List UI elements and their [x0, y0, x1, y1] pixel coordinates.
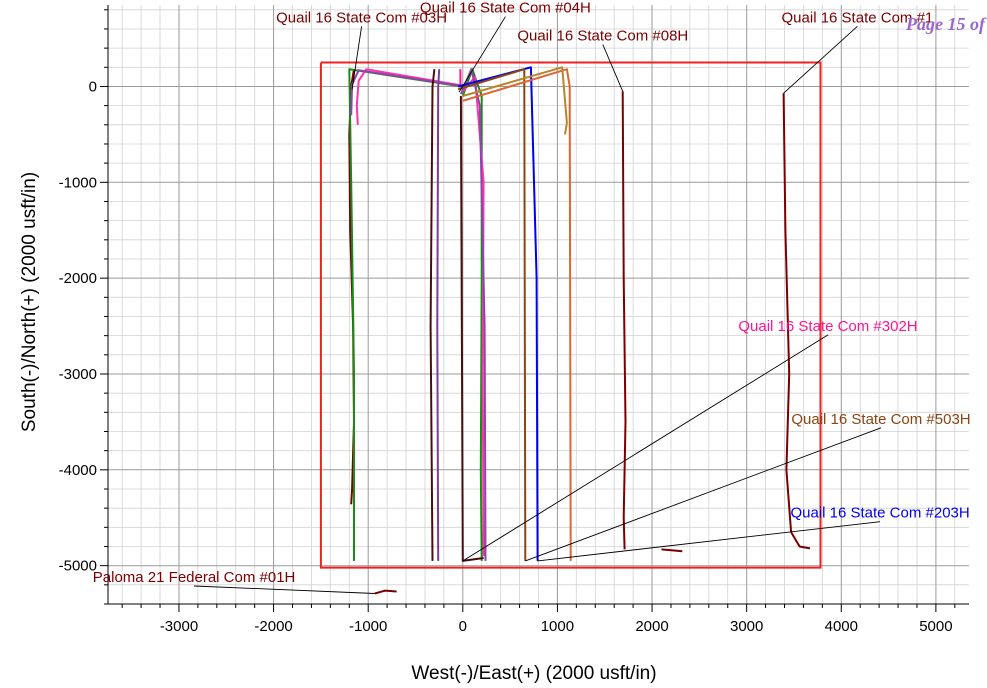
- leader-line-6: [525, 427, 882, 562]
- well-path-4: [350, 69, 463, 116]
- page-number-label: Page 15 of: [905, 14, 987, 34]
- leader-line-3: [602, 44, 624, 92]
- leader-line-8: [194, 585, 375, 594]
- well-label-8: Paloma 21 Federal Com #01H: [93, 569, 296, 586]
- well-path-17: [782, 93, 811, 550]
- x-tick-label: -2000: [254, 618, 292, 635]
- well-path-16: [621, 91, 627, 550]
- well-path-8: [461, 68, 483, 561]
- x-tick-label: 3000: [730, 618, 763, 635]
- well-paths: [348, 66, 811, 595]
- well-path-15: [462, 66, 568, 135]
- well-label-6: Quail 16 State Com #503H: [791, 411, 970, 428]
- well-path-14: [462, 68, 572, 561]
- axis-ticks: -3000 -2000 -1000 0 1000 2000 3000 4000 5000 0 -10…: [59, 9, 956, 635]
- well-path-9: [462, 75, 485, 557]
- x-tick-label: 4000: [825, 618, 858, 635]
- x-tick-label: -1000: [349, 618, 387, 635]
- well-label-4: Quail 16 State Com #1: [782, 9, 934, 26]
- x-axis-title: West(-)/East(+) (2000 usft/in): [411, 663, 656, 684]
- leader-line-7: [537, 521, 881, 562]
- well-path-2: [348, 68, 463, 561]
- x-tick-label: 2000: [635, 618, 668, 635]
- leader-line-1: [351, 26, 363, 90]
- y-tick-label: -3000: [59, 366, 97, 383]
- leader-line-4: [783, 25, 858, 94]
- well-label-7: Quail 16 State Com #203H: [790, 505, 969, 522]
- well-label-2: Quail 16 State Com #04H: [420, 0, 591, 17]
- label-leaders: [194, 16, 882, 594]
- x-tick-label: 5000: [919, 618, 952, 635]
- leader-line-2: [458, 16, 506, 93]
- well-path-3: [355, 68, 463, 125]
- well-path-19: [374, 589, 397, 595]
- y-tick-label: -2000: [59, 270, 97, 287]
- well-label-1: Quail 16 State Com #03H: [276, 9, 447, 26]
- lease-boundary-line: [319, 61, 822, 569]
- well-path-18: [661, 548, 683, 553]
- y-tick-label: -4000: [59, 462, 97, 479]
- x-tick-label: 0: [459, 618, 467, 635]
- x-tick-label: -3000: [160, 618, 198, 635]
- well-path-13: [457, 68, 527, 561]
- y-axis-title: South(-)/North(+) (2000 usft/in): [19, 172, 40, 432]
- grid-major: [108, 5, 969, 604]
- well-label-5: Quail 16 State Com #302H: [738, 318, 917, 335]
- well-label-3: Quail 16 State Com #08H: [517, 28, 688, 45]
- grid-minor: [108, 5, 969, 605]
- y-tick-label: -1000: [59, 174, 97, 191]
- y-tick-label: -5000: [59, 558, 97, 575]
- lease-boundary: [319, 61, 822, 569]
- well-path-6: [436, 69, 441, 561]
- y-tick-label: 0: [89, 79, 97, 96]
- x-tick-label: 1000: [541, 618, 574, 635]
- well-path-5: [429, 69, 436, 561]
- leader-line-5: [462, 334, 829, 562]
- well-path-12: [457, 66, 539, 561]
